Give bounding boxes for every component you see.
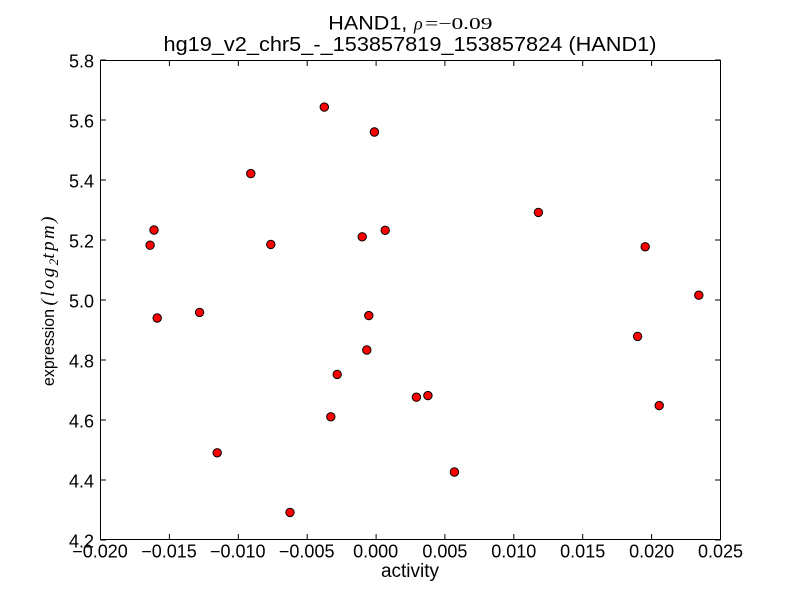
svg-text:−0.010: −0.010 (210, 542, 266, 562)
svg-text:−0.015: −0.015 (141, 542, 197, 562)
svg-text:4.2: 4.2 (69, 531, 94, 551)
svg-text:(log2tpm): (log2tpm) (38, 214, 61, 305)
svg-text:−0.005: −0.005 (279, 542, 335, 562)
svg-text:4.6: 4.6 (69, 411, 94, 431)
svg-text:hg19_v2_chr5_-_153857819_15385: hg19_v2_chr5_-_153857819_153857824 (HAND… (164, 34, 657, 56)
svg-text:4.4: 4.4 (69, 471, 94, 491)
svg-text:expression: expression (39, 309, 58, 386)
svg-text:0.025: 0.025 (698, 542, 743, 562)
svg-text:0.015: 0.015 (560, 542, 605, 562)
svg-text:5.6: 5.6 (69, 111, 94, 131)
svg-text:0.010: 0.010 (491, 542, 536, 562)
svg-text:0.000: 0.000 (353, 542, 398, 562)
svg-text:HAND1,: HAND1, (328, 13, 407, 35)
svg-text:−0.020: −0.020 (72, 542, 128, 562)
svg-text:5.0: 5.0 (69, 291, 94, 311)
svg-text:5.8: 5.8 (69, 51, 94, 71)
svg-text:=−0.09: =−0.09 (425, 14, 493, 33)
svg-text:4.8: 4.8 (69, 351, 94, 371)
svg-text:ρ: ρ (413, 14, 423, 34)
svg-text:5.2: 5.2 (69, 231, 94, 251)
svg-text:activity: activity (381, 561, 440, 582)
svg-text:0.005: 0.005 (422, 542, 467, 562)
svg-text:0.020: 0.020 (629, 542, 674, 562)
svg-text:5.4: 5.4 (69, 171, 94, 191)
